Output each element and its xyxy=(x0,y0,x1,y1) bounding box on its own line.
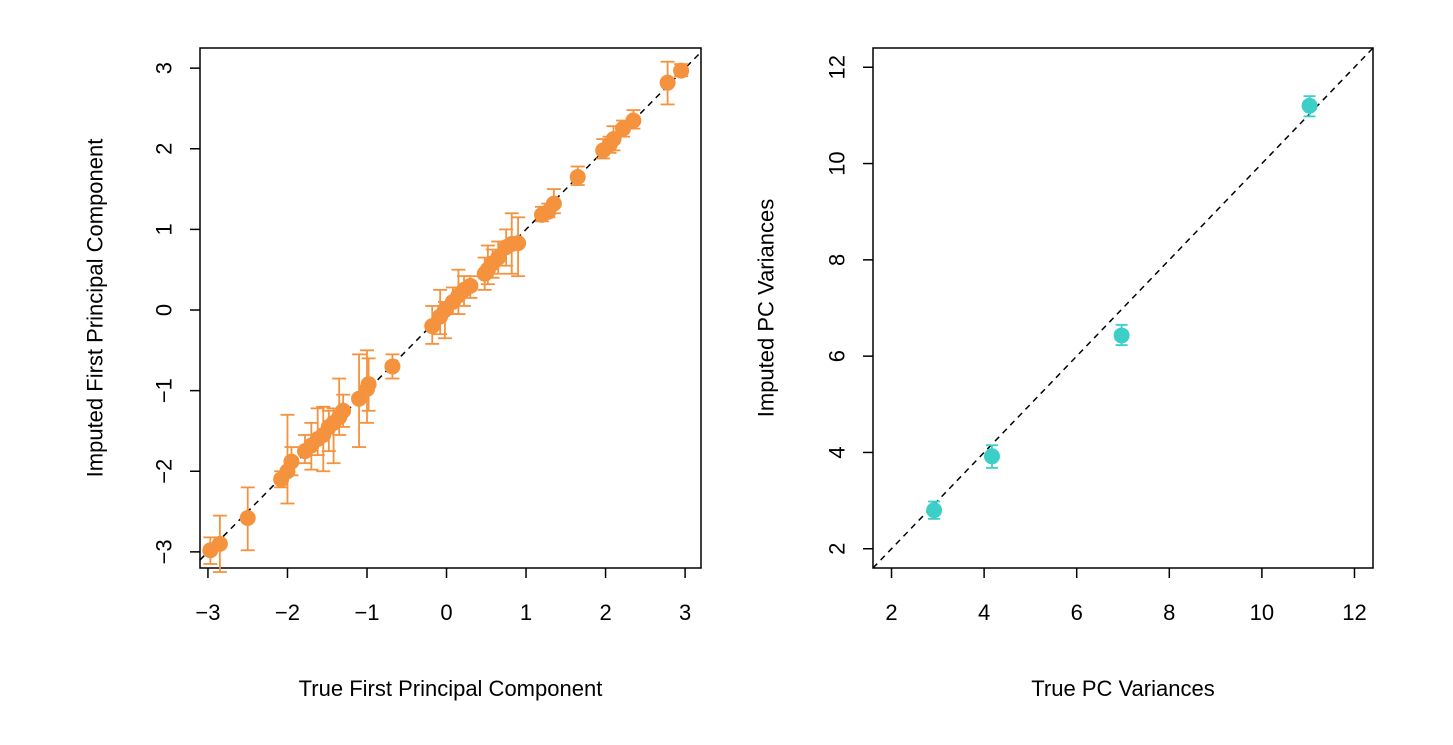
data-point xyxy=(239,486,256,552)
data-point xyxy=(625,109,642,130)
y-tick-label: −1 xyxy=(152,378,177,403)
plot-frame xyxy=(872,47,1374,569)
x-tick-label: −2 xyxy=(275,600,300,625)
plot-frame xyxy=(199,47,702,569)
point-marker xyxy=(1301,97,1318,114)
x-tick-label: 0 xyxy=(440,600,452,625)
point-marker xyxy=(569,168,586,185)
x-tick-label: 2 xyxy=(885,600,897,625)
point-marker xyxy=(605,131,622,148)
x-tick-label: 12 xyxy=(1342,600,1366,625)
y-axis-title: Imputed PC Variances xyxy=(754,199,779,417)
y-tick-label: 10 xyxy=(825,151,850,175)
y-axis-ticks: 2 4 6 8 10 12 xyxy=(825,55,873,555)
point-marker xyxy=(510,235,527,252)
left-panel-first-principal-component: −3 −2 −1 0 1 2 3 −3 −2 −1 0 1 2 3 True First Princip… xyxy=(83,47,702,701)
data-point xyxy=(510,216,527,278)
data-point xyxy=(335,393,352,428)
x-tick-label: 2 xyxy=(599,600,611,625)
y-axis-title: Imputed First Principal Component xyxy=(83,139,108,478)
data-point xyxy=(462,275,479,299)
point-marker xyxy=(239,510,256,527)
x-tick-label: −1 xyxy=(354,600,379,625)
x-axis-title: True First Principal Component xyxy=(299,676,603,701)
data-point xyxy=(211,514,228,573)
point-marker xyxy=(673,62,690,79)
data-point xyxy=(351,353,368,448)
data-point xyxy=(1301,95,1318,118)
x-tick-label: 6 xyxy=(1071,600,1083,625)
data-point xyxy=(384,353,401,380)
data-point xyxy=(605,125,622,152)
point-marker xyxy=(983,448,1000,465)
point-marker xyxy=(926,502,943,519)
data-point xyxy=(926,500,943,520)
data-points xyxy=(202,60,690,573)
point-marker xyxy=(283,453,300,470)
x-tick-label: 3 xyxy=(679,600,691,625)
y-axis-ticks: −3 −2 −1 0 1 2 3 xyxy=(152,62,200,564)
y-tick-label: 12 xyxy=(825,55,850,79)
x-tick-label: 8 xyxy=(1163,600,1175,625)
x-axis-ticks: −3 −2 −1 0 1 2 3 xyxy=(195,568,691,625)
point-marker xyxy=(1113,327,1130,344)
data-point xyxy=(659,60,676,106)
y-tick-label: −2 xyxy=(152,459,177,484)
data-point xyxy=(673,62,690,79)
data-point xyxy=(1113,323,1130,346)
point-marker xyxy=(384,358,401,375)
point-marker xyxy=(360,376,377,393)
y-tick-label: 2 xyxy=(152,143,177,155)
data-points xyxy=(926,95,1318,520)
y-tick-label: 0 xyxy=(152,304,177,316)
data-point xyxy=(360,357,377,412)
x-tick-label: 1 xyxy=(520,600,532,625)
x-tick-label: 4 xyxy=(978,600,990,625)
data-point xyxy=(569,165,586,186)
y-tick-label: 8 xyxy=(825,254,850,266)
data-point xyxy=(545,188,562,215)
y-tick-label: 6 xyxy=(825,350,850,362)
identity-reference-line xyxy=(872,47,1374,569)
point-marker xyxy=(462,277,479,294)
x-axis-title: True PC Variances xyxy=(1031,676,1214,701)
data-point xyxy=(983,444,1000,469)
right-panel-pc-variances: 2 4 6 8 10 12 2 4 6 8 10 12 True PC Variances Impu… xyxy=(754,47,1374,701)
y-tick-label: 4 xyxy=(825,446,850,458)
data-point xyxy=(283,446,300,477)
point-marker xyxy=(659,74,676,91)
x-tick-label: −3 xyxy=(195,600,220,625)
point-marker xyxy=(545,195,562,212)
y-tick-label: −3 xyxy=(152,539,177,564)
point-marker xyxy=(625,112,642,129)
point-marker xyxy=(335,402,352,419)
y-tick-label: 2 xyxy=(825,543,850,555)
y-tick-label: 3 xyxy=(152,62,177,74)
x-axis-ticks: 2 4 6 8 10 12 xyxy=(885,568,1367,625)
y-tick-label: 1 xyxy=(152,223,177,235)
x-tick-label: 10 xyxy=(1250,600,1274,625)
point-marker xyxy=(211,535,228,552)
